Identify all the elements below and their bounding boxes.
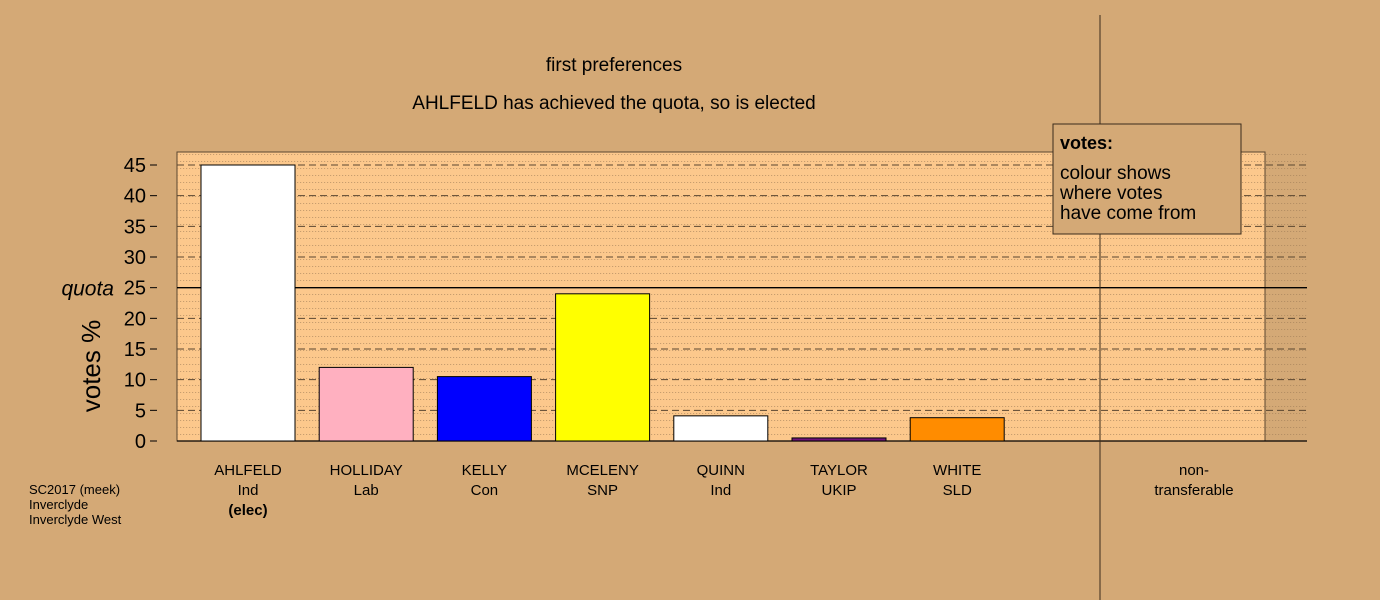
x-labels: AHLFELD Ind (elec) HOLLIDAY Lab KELLY Con MCELE…: [214, 462, 981, 519]
footer-election: SC2017 (meek): [29, 482, 120, 497]
y-axis-label: votes %: [76, 320, 106, 413]
legend-line-1: colour shows: [1060, 163, 1171, 184]
footer-council: Inverclyde: [29, 497, 88, 512]
x-label-name: TAYLOR: [810, 462, 868, 479]
y-tick-label: 30: [124, 247, 146, 269]
legend-box: [1052, 123, 1242, 235]
bar-ahlfeld: [200, 164, 296, 442]
chart-title: first preferences: [546, 55, 682, 76]
x-label-party: Con: [471, 482, 499, 499]
x-label-name: HOLLIDAY: [330, 462, 403, 479]
x-label-name: QUINN: [697, 462, 745, 479]
x-label-party: Ind: [710, 482, 731, 499]
x-label-name: MCELENY: [566, 462, 639, 479]
x-label-party: SNP: [587, 482, 618, 499]
legend-title: votes:: [1060, 133, 1113, 153]
legend-line-3: have come from: [1060, 203, 1196, 224]
x-label-party: Ind: [238, 482, 259, 499]
nontransferable-label-2: transferable: [1154, 482, 1233, 499]
bar-mceleny: [555, 293, 651, 442]
y-tick-label: 0: [135, 431, 146, 453]
bars: [200, 164, 1005, 442]
x-label-name: WHITE: [933, 462, 981, 479]
y-axis: 0 5 10 15 20 25 30 35 40 45: [124, 155, 157, 453]
y-tick-label: 40: [124, 186, 146, 208]
chart-subtitle: AHLFELD has achieved the quota, so is el…: [412, 93, 815, 114]
x-label-party: Lab: [354, 482, 379, 499]
y-tick-label: 45: [124, 155, 146, 177]
bar-holliday: [318, 366, 414, 442]
y-tick-label: 20: [124, 308, 146, 330]
legend: votes: colour shows where votes have com…: [1052, 123, 1242, 235]
legend-line-2: where votes: [1059, 183, 1162, 204]
y-tick-label: 15: [124, 339, 146, 361]
y-tick-label: 35: [124, 216, 146, 238]
bar-taylor: [791, 437, 887, 442]
nontransferable-label-1: non-: [1179, 462, 1209, 479]
footer-ward: Inverclyde West: [29, 512, 122, 527]
x-label-party: SLD: [943, 482, 972, 499]
x-label-name: AHLFELD: [214, 462, 282, 479]
x-label-name: KELLY: [462, 462, 508, 479]
bar-quinn: [673, 415, 769, 442]
bar-white: [909, 417, 1005, 442]
x-label-party: UKIP: [821, 482, 856, 499]
y-tick-label: 10: [124, 370, 146, 392]
bar-kelly: [436, 376, 532, 442]
quota-label: quota: [61, 278, 114, 301]
x-label-elected: (elec): [228, 502, 267, 519]
y-tick-label: 5: [135, 400, 146, 422]
y-tick-label: 25: [124, 278, 146, 300]
